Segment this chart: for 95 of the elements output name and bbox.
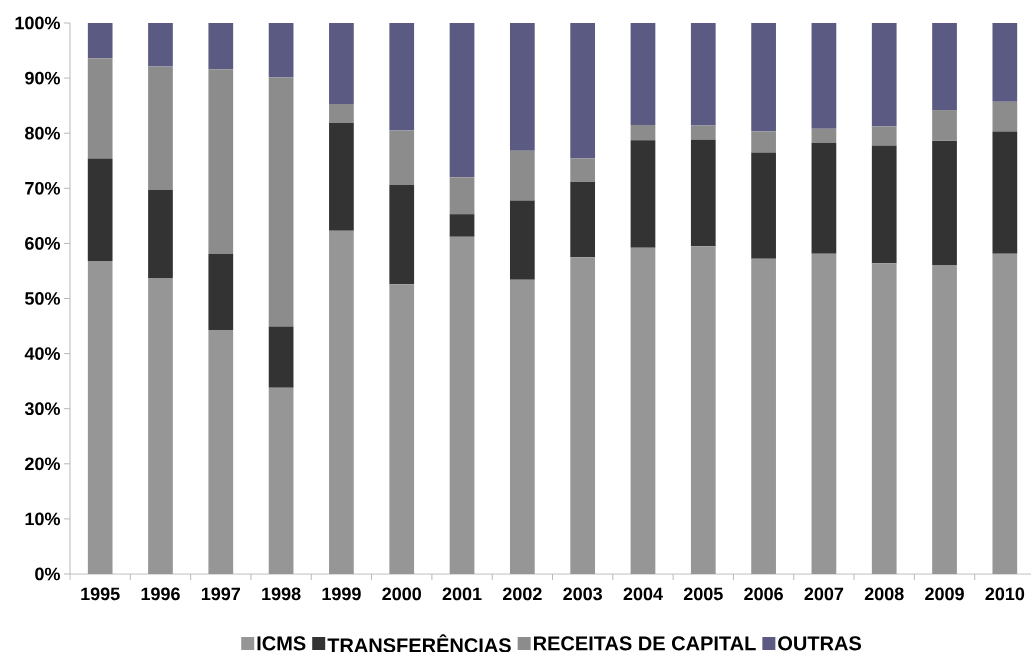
bar bbox=[570, 22, 596, 159]
bar bbox=[208, 253, 234, 330]
bar bbox=[871, 126, 897, 146]
x-tick-label: 2007 bbox=[804, 587, 844, 601]
bar bbox=[449, 22, 475, 178]
y-tick-label: 80% bbox=[25, 126, 60, 140]
bar bbox=[87, 261, 113, 574]
bar bbox=[992, 101, 1018, 132]
bar bbox=[811, 143, 837, 254]
bar bbox=[751, 131, 776, 153]
bar bbox=[932, 110, 957, 141]
bar bbox=[871, 263, 897, 574]
y-tick-label: 0% bbox=[35, 567, 60, 581]
bar bbox=[932, 264, 957, 574]
x-tick-label: 2004 bbox=[623, 587, 663, 601]
bar bbox=[268, 387, 294, 574]
legend-label: ICMS bbox=[257, 636, 306, 651]
y-tick-label: 60% bbox=[25, 237, 60, 250]
bar bbox=[932, 140, 957, 265]
bar bbox=[690, 125, 716, 140]
x-tick-label: 1996 bbox=[141, 587, 180, 601]
bar bbox=[932, 22, 957, 111]
bar bbox=[208, 69, 234, 254]
bar bbox=[87, 158, 113, 262]
bar bbox=[871, 145, 897, 264]
bar bbox=[630, 140, 656, 248]
x-tick-label: 1998 bbox=[262, 587, 301, 601]
x-tick-label: 1997 bbox=[201, 587, 241, 601]
bar bbox=[630, 247, 656, 574]
bar bbox=[992, 22, 1018, 102]
bar bbox=[811, 128, 837, 144]
x-tick-label: 2006 bbox=[744, 587, 783, 601]
bar bbox=[389, 22, 415, 131]
bar bbox=[87, 58, 113, 159]
bar bbox=[992, 131, 1018, 254]
legend-label: TRANSFERÊNCIAS bbox=[327, 634, 511, 652]
y-tick-label: 90% bbox=[25, 71, 60, 85]
bar bbox=[690, 139, 716, 247]
bar bbox=[208, 329, 234, 574]
bar bbox=[449, 236, 475, 574]
bar bbox=[690, 246, 716, 574]
x-tick-label: 2008 bbox=[864, 587, 904, 601]
x-tick-label: 2002 bbox=[502, 587, 542, 601]
y-tick-label: 50% bbox=[25, 292, 60, 305]
bar bbox=[148, 278, 173, 574]
bar bbox=[630, 22, 656, 125]
x-tick-label: 1999 bbox=[322, 587, 361, 601]
y-tick-label: 10% bbox=[25, 512, 60, 526]
y-tick-label: 70% bbox=[25, 181, 60, 195]
x-tick-label: 2005 bbox=[683, 587, 723, 601]
bar bbox=[811, 22, 837, 129]
bar bbox=[329, 103, 354, 123]
legend-label: OUTRAS bbox=[778, 636, 862, 651]
bar bbox=[449, 177, 475, 215]
x-tick-label: 2001 bbox=[442, 587, 482, 601]
x-tick-label: 2009 bbox=[925, 587, 964, 601]
x-tick-label: 2010 bbox=[985, 587, 1025, 601]
bar bbox=[751, 258, 776, 574]
bar bbox=[148, 22, 173, 67]
bar bbox=[690, 22, 716, 126]
x-tick-label: 1995 bbox=[81, 587, 120, 601]
bar bbox=[871, 22, 897, 127]
bar bbox=[389, 284, 415, 574]
y-tick-label: 40% bbox=[24, 347, 60, 360]
bar bbox=[268, 77, 294, 327]
y-tick-label: 30% bbox=[24, 402, 60, 416]
bar bbox=[449, 214, 475, 237]
bar bbox=[509, 279, 535, 574]
bar bbox=[992, 253, 1018, 574]
bar bbox=[329, 230, 354, 574]
bar bbox=[570, 158, 596, 182]
legend-label: RECEITAS DE CAPITAL bbox=[533, 636, 756, 651]
bar bbox=[268, 326, 294, 388]
bar bbox=[630, 124, 656, 141]
x-tick-label: 2000 bbox=[382, 587, 421, 601]
bar bbox=[87, 22, 113, 59]
bar bbox=[148, 66, 173, 190]
bar bbox=[389, 184, 415, 285]
bar bbox=[751, 152, 776, 259]
bar bbox=[208, 22, 234, 70]
bar bbox=[509, 200, 535, 280]
bar bbox=[148, 189, 173, 279]
y-tick-label: 20% bbox=[25, 457, 60, 471]
bar bbox=[751, 22, 776, 132]
bar bbox=[570, 257, 596, 574]
bar bbox=[268, 22, 294, 78]
x-tick-label: 2003 bbox=[563, 587, 603, 601]
bar bbox=[329, 22, 354, 104]
bar bbox=[509, 22, 535, 151]
bar bbox=[389, 130, 415, 185]
bar bbox=[509, 150, 535, 201]
bar bbox=[811, 253, 837, 574]
bar bbox=[570, 181, 596, 258]
y-tick-label: 100% bbox=[15, 16, 60, 30]
bar bbox=[329, 122, 354, 231]
